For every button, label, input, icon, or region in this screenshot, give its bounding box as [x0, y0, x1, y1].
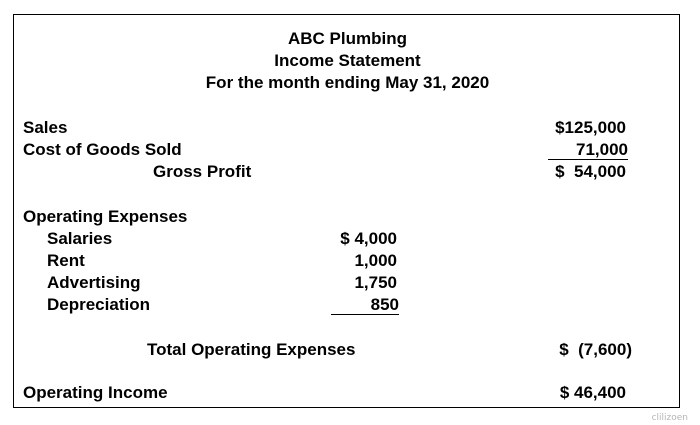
image-credit: clilizoen: [651, 413, 688, 423]
sales-label: Sales: [23, 118, 68, 137]
expense-label-rent: Rent: [47, 251, 85, 270]
total-operating-expenses-label: Total Operating Expenses: [147, 340, 356, 359]
expense-value-salaries: $ 4,000: [340, 229, 397, 248]
statement-period: For the month ending May 31, 2020: [205, 73, 490, 92]
sales-value: $125,000: [555, 118, 626, 137]
statement-title: Income Statement: [274, 51, 421, 70]
expense-value-depreciation: 850: [331, 295, 399, 315]
expense-label-salaries: Salaries: [47, 229, 113, 248]
total-operating-expenses-value: $ (7,600): [559, 340, 632, 359]
company-name: ABC Plumbing: [288, 29, 407, 48]
cogs-value: 71,000: [548, 140, 628, 160]
income-statement: ABC Plumbing Income Statement For the mo…: [13, 14, 680, 408]
expense-label-depreciation: Depreciation: [47, 295, 150, 314]
cogs-label: Cost of Goods Sold: [23, 140, 182, 159]
operating-expenses-heading: Operating Expenses: [23, 207, 188, 226]
expense-label-advertising: Advertising: [47, 273, 141, 292]
operating-income-label: Operating Income: [23, 383, 168, 402]
gross-profit-label: Gross Profit: [153, 162, 252, 181]
expense-value-rent: 1,000: [354, 251, 397, 270]
expense-value-advertising: 1,750: [354, 273, 397, 292]
operating-income-value: $ 46,400: [559, 383, 626, 402]
gross-profit-value: $ 54,000: [555, 162, 626, 181]
